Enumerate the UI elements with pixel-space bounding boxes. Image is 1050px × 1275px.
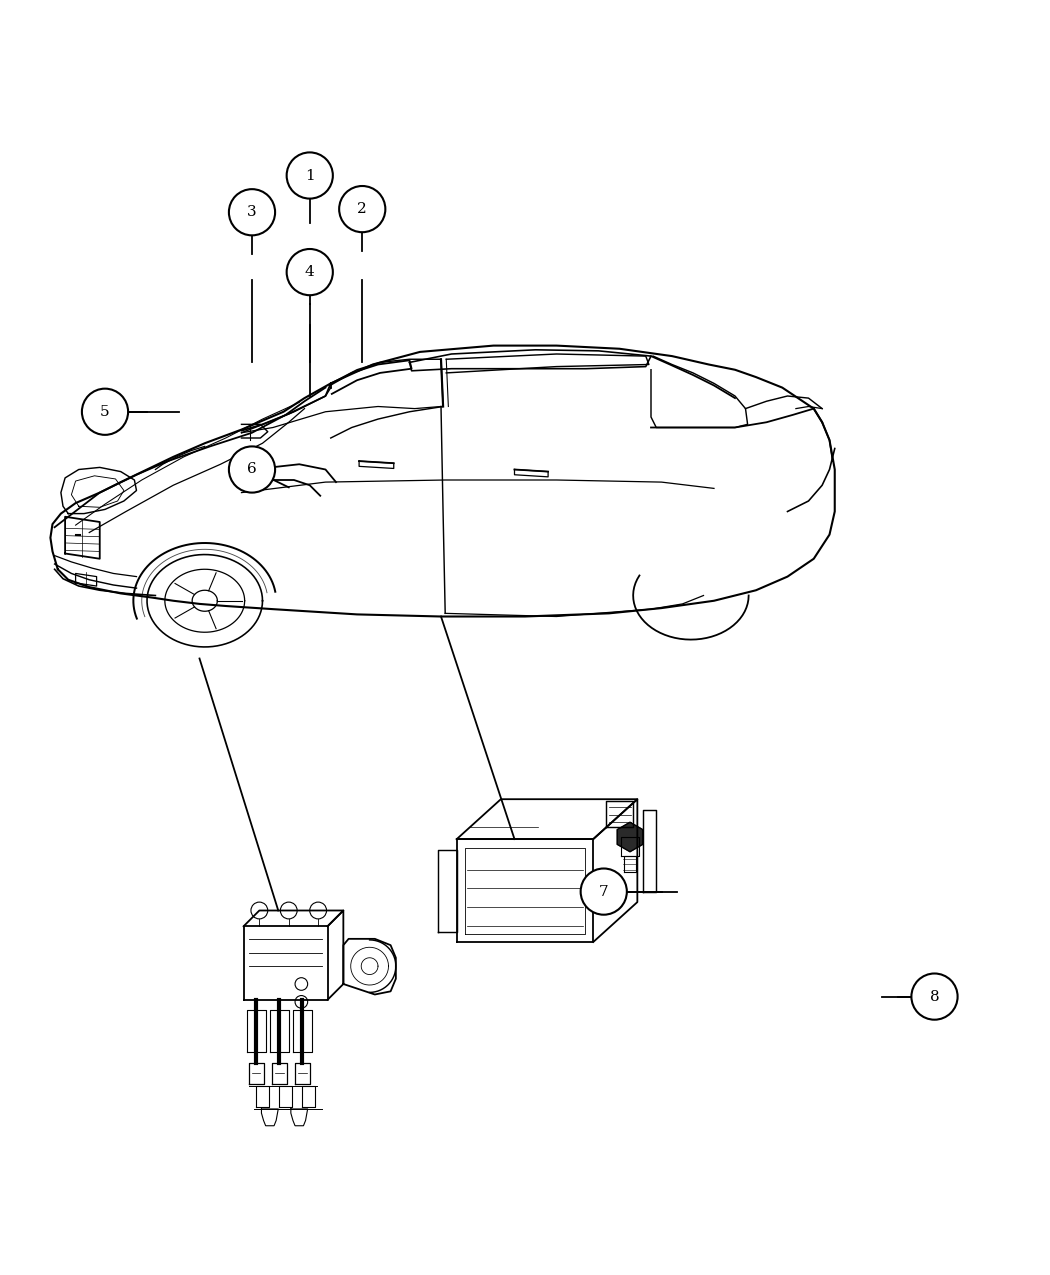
Text: 1: 1 [304, 168, 315, 182]
Text: 7: 7 [598, 885, 609, 899]
Text: 2: 2 [357, 203, 367, 215]
Text: 3: 3 [247, 205, 257, 219]
Circle shape [229, 446, 275, 492]
Circle shape [287, 249, 333, 296]
Text: 8: 8 [929, 989, 940, 1003]
Text: 5: 5 [100, 404, 110, 418]
Circle shape [911, 974, 958, 1020]
Text: 6: 6 [247, 463, 257, 477]
Circle shape [229, 189, 275, 236]
Circle shape [581, 868, 627, 914]
Text: 4: 4 [304, 265, 315, 279]
Polygon shape [617, 822, 643, 852]
Circle shape [82, 389, 128, 435]
Circle shape [287, 153, 333, 199]
Circle shape [339, 186, 385, 232]
